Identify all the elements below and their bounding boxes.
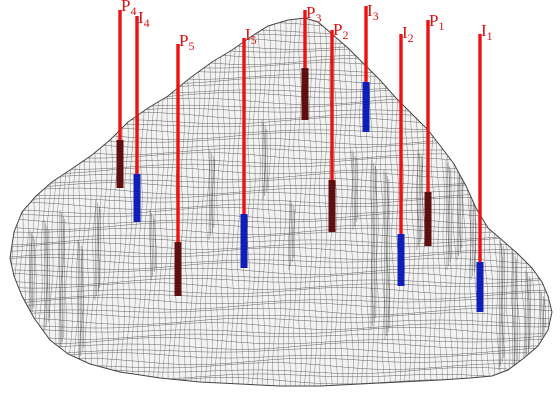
well-subscript: 2 [342,28,348,42]
well-label: P2 [333,20,348,42]
well-subscript: 2 [408,31,414,45]
well-letter: P [306,3,315,22]
well-label: P3 [306,3,321,25]
mesh-line [0,10,11,400]
perforation-section [363,82,370,132]
well-subscript: 3 [373,9,379,23]
mesh-line [555,10,560,400]
well-subscript: 1 [487,29,493,43]
well-label: I1 [481,21,493,43]
mesh-line [0,388,560,395]
well-letter: P [179,31,188,50]
well-label: I5 [245,25,257,47]
well-label: I3 [367,1,379,23]
well-label: I2 [402,23,414,45]
well-subscript: 5 [188,39,194,53]
mesh-line [11,10,24,400]
well-subscript: 5 [251,33,257,47]
mesh-line [550,10,560,400]
perforation-section [477,262,484,312]
mesh-line [16,10,29,400]
well-letter: P [429,11,438,30]
well-label: P4 [121,0,136,18]
well-subscript: 4 [130,4,136,18]
well-subscript: 4 [144,16,150,30]
well-letter: P [333,20,342,39]
well-label: I4 [138,8,150,30]
mesh-line [545,10,557,400]
terrain-surface [0,10,560,400]
well-label: P1 [429,11,444,33]
well-letter: P [121,0,130,15]
mesh-line [0,13,560,20]
mesh-line [540,10,552,400]
mesh-line [0,10,6,400]
well-label: P5 [179,31,194,53]
mesh-line [0,10,15,400]
mesh-line [5,10,19,400]
well-subscript: 3 [315,11,321,25]
well-subscript: 1 [438,19,444,33]
